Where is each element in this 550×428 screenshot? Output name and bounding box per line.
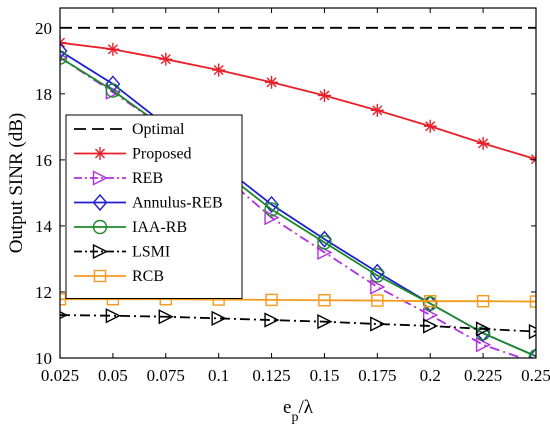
data-point-rcb (476, 295, 490, 308)
data-point-annulus-reb (264, 195, 279, 214)
data-point-lsmi (211, 310, 227, 327)
data-point-iaa-rb (528, 349, 536, 358)
legend-entry-rcb: RCB (74, 268, 164, 285)
data-point-rcb (424, 295, 437, 308)
y-tick-label: 14 (35, 217, 53, 236)
data-point-proposed (106, 42, 120, 56)
x-axis-title-tail: /λ (298, 397, 313, 418)
x-tick-label: 0.2 (420, 366, 441, 385)
data-point-lsmi (475, 321, 492, 337)
legend-label: Proposed (132, 146, 192, 163)
y-tick-label: 10 (35, 349, 52, 368)
x-tick-label: 0.05 (98, 366, 128, 385)
y-axis-title: Output SINR (dB) (6, 113, 27, 253)
plot-frame (59, 7, 537, 359)
x-tick-label: 0.125 (252, 366, 290, 385)
data-point-rcb (529, 295, 536, 308)
x-axis-title: ep/λ (283, 397, 314, 425)
legend-label: Annulus-REB (132, 195, 223, 212)
legend-label: IAA-RB (132, 219, 187, 236)
legend-marker (92, 219, 108, 235)
y-tick-label: 18 (35, 85, 52, 104)
data-point-proposed (476, 136, 490, 150)
legend-marker (93, 269, 107, 283)
data-point-annulus-reb (317, 230, 332, 248)
data-point-iaa-rb (60, 50, 68, 65)
data-point-lsmi (317, 314, 333, 330)
data-point-lsmi (264, 312, 280, 328)
data-point-lsmi (370, 316, 386, 332)
legend-entry-reb: REB (74, 170, 163, 187)
x-tick-label: 0.025 (41, 366, 79, 385)
data-point-proposed (370, 103, 384, 117)
data-point-annulus-reb (60, 42, 68, 60)
data-point-iaa-rb (317, 235, 332, 250)
x-tick-label: 0.075 (147, 366, 185, 385)
x-axis-title-sub: p (291, 410, 298, 425)
data-point-iaa-rb (370, 268, 385, 283)
series-proposed (60, 36, 536, 166)
data-point-iaa-rb (423, 296, 438, 311)
series-lsmi (60, 308, 536, 340)
legend-entry-optimal: Optimal (74, 121, 185, 138)
data-point-lsmi (158, 309, 174, 325)
legend-label: Optimal (132, 121, 185, 138)
x-tick-label: 0.1 (208, 366, 229, 385)
data-point-lsmi (423, 318, 439, 334)
y-tick-label: 12 (35, 283, 52, 302)
legend-entry-annulus-reb: Annulus-REB (74, 193, 223, 212)
legend-marker (92, 243, 109, 260)
data-point-reb (370, 279, 386, 295)
series-line-iaa-rb (60, 56, 536, 358)
x-tick-label: 0.25 (521, 366, 550, 385)
legend-box (65, 114, 243, 299)
data-point-reb (264, 210, 280, 226)
data-point-lsmi (105, 308, 121, 324)
x-tick-label: 0.15 (310, 366, 340, 385)
data-point-proposed (529, 152, 536, 166)
series-line-rcb (60, 298, 536, 303)
x-tick-label: 0.225 (464, 366, 502, 385)
legend-marker (93, 147, 107, 160)
data-point-proposed (423, 119, 437, 133)
data-point-proposed (317, 89, 331, 102)
legend-label: RCB (132, 268, 164, 285)
legend-label: REB (132, 170, 163, 187)
data-point-iaa-rb (264, 202, 279, 217)
legend-label: LSMI (132, 244, 170, 261)
x-tick-label: 0.175 (358, 366, 396, 385)
legend-entry-lsmi: LSMI (74, 244, 170, 261)
y-tick-label: 16 (35, 151, 52, 170)
data-point-rcb (265, 293, 278, 307)
data-point-proposed (265, 75, 279, 89)
data-point-lsmi (528, 323, 536, 340)
legend: Optimal Proposed REB Annulus-REB IAA-RB LSMI R… (65, 114, 243, 299)
legend-entry-proposed: Proposed (74, 146, 192, 163)
data-point-rcb (371, 294, 384, 307)
data-point-iaa-rb (105, 83, 121, 98)
legend-entry-iaa-rb: IAA-RB (74, 219, 187, 236)
series-line-proposed (60, 41, 536, 161)
data-point-rcb (318, 294, 331, 307)
data-point-proposed (159, 52, 173, 66)
legend-marker (92, 193, 108, 212)
legend-marker (92, 170, 109, 186)
data-point-rcb (60, 293, 67, 306)
data-point-annulus-reb (369, 263, 385, 281)
data-point-proposed (212, 63, 226, 77)
tick-layer: 0.025 0.05 0.075 0.1 0.125 0.15 0.175 0.2 0.225 0… (35, 8, 550, 385)
x-axis-title-main: e (283, 397, 291, 418)
y-tick-label: 20 (35, 19, 52, 38)
